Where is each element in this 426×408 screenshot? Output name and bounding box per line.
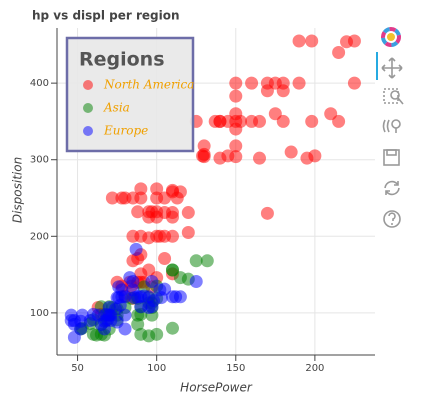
point xyxy=(292,34,306,48)
point xyxy=(86,327,100,341)
point xyxy=(173,185,187,199)
point xyxy=(67,330,81,344)
point xyxy=(245,114,259,128)
point xyxy=(305,114,319,128)
point xyxy=(221,149,235,163)
legend-marker xyxy=(83,126,93,136)
point xyxy=(158,282,172,296)
point xyxy=(126,254,140,268)
save-tool[interactable] xyxy=(383,149,400,166)
toolbar xyxy=(376,27,404,228)
x-tick-label: 200 xyxy=(305,363,324,374)
point xyxy=(181,225,195,239)
point xyxy=(118,191,132,205)
point xyxy=(229,89,243,103)
point xyxy=(165,206,179,220)
point xyxy=(153,229,167,243)
x-tick-label: 100 xyxy=(147,363,166,374)
point xyxy=(105,191,119,205)
point xyxy=(145,205,159,219)
point xyxy=(284,145,298,159)
chart-title: hp vs displ per region xyxy=(32,9,180,23)
point xyxy=(253,151,267,165)
point xyxy=(276,84,290,98)
legend: Regions North America Asia Europe xyxy=(65,36,194,153)
point xyxy=(134,300,148,314)
point xyxy=(165,263,179,277)
y-tick-label: 400 xyxy=(30,78,49,89)
legend-label: North America xyxy=(103,78,194,92)
point xyxy=(145,274,159,288)
point xyxy=(134,327,148,341)
legend-label: Asia xyxy=(103,101,130,115)
point xyxy=(137,289,151,303)
point xyxy=(129,242,143,256)
legend-marker xyxy=(83,80,93,90)
point xyxy=(112,280,126,294)
point xyxy=(150,191,164,205)
point xyxy=(324,107,338,121)
y-tick-label: 300 xyxy=(30,155,49,166)
point xyxy=(165,229,179,243)
point xyxy=(200,254,214,268)
point xyxy=(165,321,179,335)
x-axis-title: HorsePower xyxy=(180,381,253,395)
point xyxy=(189,274,203,288)
x-tick-label: 150 xyxy=(226,363,245,374)
point xyxy=(229,139,243,153)
y-axis-title: Disposition xyxy=(11,157,25,223)
point xyxy=(213,114,227,128)
point xyxy=(332,46,346,60)
point xyxy=(292,76,306,90)
y-tick-label: 200 xyxy=(30,231,49,242)
pan-tool[interactable] xyxy=(381,57,403,79)
point xyxy=(134,182,148,196)
point xyxy=(347,76,361,90)
point xyxy=(229,107,243,121)
point xyxy=(150,182,164,196)
point xyxy=(197,139,211,153)
point xyxy=(142,231,156,245)
bokeh-logo xyxy=(381,27,401,47)
point xyxy=(229,76,243,90)
legend-marker xyxy=(83,103,93,113)
x-tick-label: 50 xyxy=(71,363,84,374)
point xyxy=(276,114,290,128)
box-zoom-tool[interactable] xyxy=(383,88,404,105)
point xyxy=(97,314,111,328)
point xyxy=(305,34,319,48)
point xyxy=(118,322,132,336)
point xyxy=(260,84,274,98)
point xyxy=(197,150,211,164)
point xyxy=(189,254,203,268)
point xyxy=(131,317,145,331)
y-tick-label: 100 xyxy=(30,308,49,319)
help-tool[interactable] xyxy=(383,210,401,228)
point xyxy=(173,290,187,304)
point xyxy=(245,76,259,90)
point xyxy=(229,122,243,136)
point xyxy=(158,252,172,266)
point xyxy=(131,205,145,219)
point xyxy=(134,191,148,205)
reset-tool[interactable] xyxy=(384,180,400,196)
point xyxy=(260,206,274,220)
point xyxy=(347,34,361,48)
point xyxy=(181,206,195,220)
point xyxy=(74,314,88,328)
point xyxy=(126,283,140,297)
wheel-zoom-tool[interactable] xyxy=(382,119,401,133)
legend-title: Regions xyxy=(79,49,165,71)
legend-label: Europe xyxy=(103,124,148,138)
point xyxy=(300,151,314,165)
